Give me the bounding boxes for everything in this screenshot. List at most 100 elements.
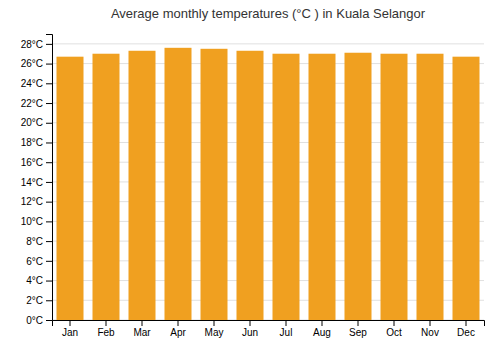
y-tick-mark [46,123,52,124]
x-tick-mark [286,320,287,326]
x-tick: Jul [280,320,293,338]
bar [381,54,408,320]
x-tick-label: Dec [457,327,475,338]
chart-title: Average monthly temperatures (°C ) in Ku… [111,6,426,21]
bars [57,48,480,320]
y-tick: 26°C [21,58,52,69]
y-tick-label: 12°C [21,196,43,207]
x-tick-label: Mar [133,327,151,338]
y-tick-mark [46,44,52,45]
y-tick-label: 22°C [21,98,43,109]
x-tick: Mar [133,320,151,338]
x-axis-line [53,321,485,327]
x-tick: Aug [313,320,331,338]
x-tick-label: Jun [242,327,258,338]
x-tick-mark [358,320,359,326]
x-tick-mark [430,320,431,326]
x-tick: Dec [457,320,475,338]
x-tick-mark [142,320,143,326]
x-tick-label: Apr [170,327,186,338]
bar [57,57,84,320]
x-tick: Jun [242,320,258,338]
y-tick-mark [46,261,52,262]
y-tick-mark [46,202,52,203]
chart-container: Average monthly temperatures (°C ) in Ku… [0,0,500,350]
y-tick: 20°C [21,117,52,128]
y-tick-label: 18°C [21,137,43,148]
x-tick-mark [178,320,179,326]
y-tick: 24°C [21,78,52,89]
y-tick-mark [46,103,52,104]
bar [417,54,444,320]
y-tick-label: 16°C [21,157,43,168]
y-tick-mark [46,162,52,163]
y-tick-label: 2°C [26,295,43,306]
y-tick: 22°C [21,98,52,109]
y-tick-mark [46,221,52,222]
y-tick: 16°C [21,157,52,168]
x-tick-mark [394,320,395,326]
x-tick-mark [214,320,215,326]
y-axis-line [46,35,53,321]
x-tick-mark [70,320,71,326]
y-tick: 10°C [21,216,52,227]
y-tick-mark [46,320,52,321]
grid-line [52,43,484,44]
y-tick-label: 8°C [26,236,43,247]
x-tick: Oct [386,320,402,338]
y-tick: 0°C [26,315,52,326]
x-tick: Nov [421,320,439,338]
y-tick-label: 14°C [21,177,43,188]
bar [129,51,156,320]
bar [237,51,264,320]
x-tick-label: Oct [386,327,402,338]
bar [93,54,120,320]
bar [345,53,372,320]
y-tick-mark [46,142,52,143]
y-tick-label: 26°C [21,58,43,69]
x-tick: Sep [349,320,367,338]
y-axis: 0°C 2°C 4°C 6°C 8°C 10°C 12°C 14°C 16°C 18°C 20°C 2… [21,35,53,326]
y-tick-label: 28°C [21,39,43,50]
y-tick-mark [46,241,52,242]
x-tick-label: May [205,327,224,338]
x-tick-mark [250,320,251,326]
x-tick-mark [322,320,323,326]
x-tick-label: Feb [97,327,115,338]
x-tick-mark [106,320,107,326]
x-tick: Jan [62,320,78,338]
y-tick-mark [46,300,52,301]
y-tick-mark [46,83,52,84]
bar [201,49,228,320]
grid [52,44,484,320]
bar [453,57,480,320]
x-tick: Apr [170,320,186,338]
x-tick-label: Jan [62,327,78,338]
bar [273,54,300,320]
y-tick-mark [46,281,52,282]
x-tick-label: Aug [313,327,331,338]
y-tick: 18°C [21,137,52,148]
y-tick-label: 24°C [21,78,43,89]
y-tick-mark [46,64,52,65]
y-tick: 14°C [21,177,52,188]
y-tick-mark [46,182,52,183]
x-tick-label: Nov [421,327,439,338]
chart-svg: Average monthly temperatures (°C ) in Ku… [0,0,500,350]
y-tick: 12°C [21,196,52,207]
y-tick: 6°C [26,256,52,267]
y-tick-label: 4°C [26,275,43,286]
y-tick-label: 20°C [21,117,43,128]
x-tick: May [205,320,224,338]
y-tick-label: 10°C [21,216,43,227]
y-tick: 8°C [26,236,52,247]
x-tick-label: Jul [280,327,293,338]
y-tick: 28°C [21,39,52,50]
y-tick-label: 0°C [26,315,43,326]
x-tick-mark [466,320,467,326]
bar [309,54,336,320]
bar [165,48,192,320]
y-tick-label: 6°C [26,256,43,267]
x-tick: Feb [97,320,115,338]
y-tick: 4°C [26,275,52,286]
